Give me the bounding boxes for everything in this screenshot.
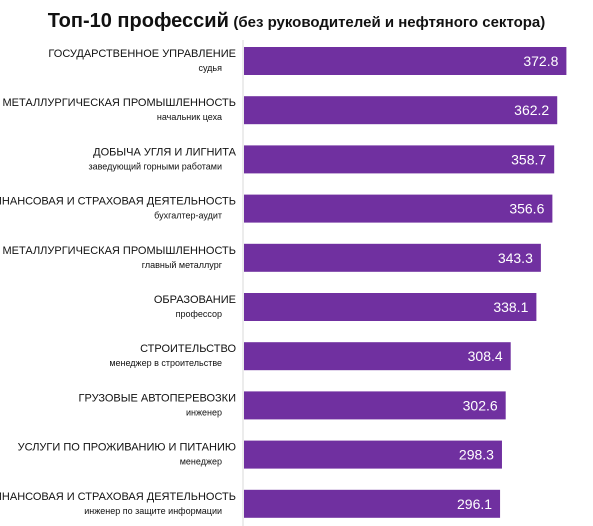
bar-10 [244,489,501,518]
chart-subtitle: (без руководителей и нефтяного сектора) [233,14,546,31]
category-industry-label-6: ОБРАЗОВАНИЕ [154,294,236,306]
category-profession-label-3: заведующий горными работами [88,161,222,171]
bar-value-label-4: 356.6 [509,201,544,217]
category-industry-label-7: СТРОИТЕЛЬСТВО [140,343,236,355]
category-industry-label-3: ДОБЫЧА УГЛЯ И ЛИГНИТА [93,146,236,158]
bar-6 [244,293,537,321]
bar-value-label-1: 372.8 [523,53,558,69]
chart-title-block: Топ-10 профессий (без руководителей и не… [0,10,593,33]
bar-value-label-9: 298.3 [459,447,494,463]
category-profession-label-9: менеджер [180,457,222,467]
chart-title: Топ-10 профессий [47,10,229,32]
bar-value-label-2: 362.2 [514,102,549,118]
category-industry-label-1: ГОСУДАРСТВЕННОЕ УПРАВЛЕНИЕ [48,48,236,60]
bar-1 [244,47,567,75]
category-profession-label-5: главный металлург [142,260,223,270]
bar-value-label-3: 358.7 [511,151,546,167]
category-industry-label-10: ФИНАНСОВАЯ И СТРАХОВАЯ ДЕЯТЕЛЬНОСТЬ [0,491,236,503]
category-profession-label-6: профессор [176,309,222,319]
bar-5 [244,243,541,272]
bar-value-label-5: 343.3 [498,250,533,266]
bar-7 [244,342,511,371]
bar-value-label-7: 308.4 [468,348,503,364]
bar-value-label-8: 302.6 [463,397,498,413]
category-profession-label-2: начальник цеха [157,112,222,122]
bar-value-label-6: 338.1 [493,299,528,315]
category-industry-label-9: УСЛУГИ ПО ПРОЖИВАНИЮ И ПИТАНИЮ [18,442,236,454]
category-industry-label-5: МЕТАЛЛУРГИЧЕСКАЯ ПРОМЫШЛЕННОСТЬ [3,245,236,257]
bar-3 [244,145,555,174]
bar-8 [244,391,506,420]
bar-2 [244,96,558,125]
bar-value-label-10: 296.1 [457,496,492,512]
category-industry-label-4: ФИНАНСОВАЯ И СТРАХОВАЯ ДЕЯТЕЛЬНОСТЬ [0,196,236,208]
category-profession-label-10: инженер по защите информации [84,506,222,516]
category-industry-label-8: ГРУЗОВЫЕ АВТОПЕРЕВОЗКИ [79,392,236,404]
bar-9 [244,440,502,469]
category-industry-label-2: МЕТАЛЛУРГИЧЕСКАЯ ПРОМЫШЛЕННОСТЬ [3,97,236,109]
category-profession-label-4: бухгалтер-аудит [154,211,222,221]
category-profession-label-7: менеджер в строительстве [109,358,222,368]
category-profession-label-8: инженер [186,407,222,417]
category-profession-label-1: судья [198,63,222,73]
bar-4 [244,194,553,223]
